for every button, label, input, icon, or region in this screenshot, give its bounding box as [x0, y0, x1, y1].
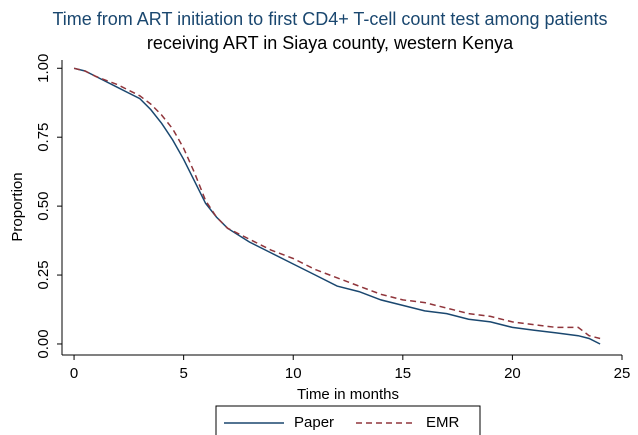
y-tick-label: 0.25 [35, 260, 52, 289]
x-axis-label: Time in months [297, 386, 399, 403]
legend-label: Paper [294, 414, 334, 431]
y-axis-label: Proportion [9, 172, 26, 241]
y-tick-label: 0.50 [35, 192, 52, 221]
series-line [73, 67, 601, 340]
chart-title: Time from ART initiation to first CD4+ T… [52, 9, 607, 29]
x-tick-label: 25 [614, 365, 631, 382]
x-tick-label: 10 [285, 365, 302, 382]
y-tick-label: 1.00 [35, 54, 52, 83]
x-tick-label: 0 [70, 365, 78, 382]
y-tick-label: 0.75 [35, 123, 52, 152]
x-tick-label: 15 [394, 365, 411, 382]
series-line [73, 67, 601, 345]
legend-box [215, 405, 481, 435]
chart-subtitle: receiving ART in Siaya county, western K… [147, 33, 514, 53]
x-tick-label: 20 [504, 365, 521, 382]
x-tick-label: 5 [179, 365, 187, 382]
legend-label: EMR [426, 414, 460, 431]
y-tick-label: 0.00 [35, 329, 52, 358]
